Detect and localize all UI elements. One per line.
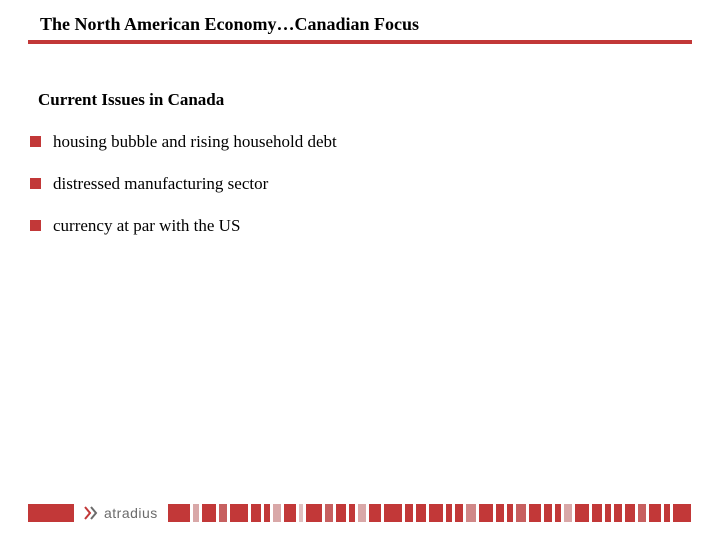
footer-stripe [605,504,611,522]
footer-stripe [349,504,355,522]
bullet-list: housing bubble and rising household debt… [30,132,337,258]
square-bullet-icon [30,136,41,147]
footer-stripe [369,504,381,522]
footer-stripe [416,504,426,522]
title-underline [28,40,692,44]
footer-stripe [219,504,227,522]
footer-stripe [466,504,476,522]
footer-stripe [405,504,413,522]
footer-stripe [284,504,296,522]
footer-stripe [306,504,322,522]
footer-accent-block [28,504,74,522]
footer-stripe [251,504,261,522]
footer-stripe [336,504,346,522]
footer-stripe [614,504,622,522]
footer-stripe [429,504,443,522]
footer-stripe [325,504,333,522]
footer-stripe [264,504,270,522]
bullet-text: currency at par with the US [53,216,240,236]
footer-stripe [592,504,602,522]
square-bullet-icon [30,220,41,231]
footer-stripe [673,504,691,522]
footer-stripe [555,504,561,522]
footer-stripe [649,504,661,522]
list-item: distressed manufacturing sector [30,174,337,194]
footer-stripes [168,504,692,522]
brand-name: atradius [104,505,158,521]
footer-stripe [446,504,452,522]
footer-stripe [358,504,366,522]
footer: atradius [28,504,692,522]
footer-stripe [564,504,572,522]
footer-stripe [230,504,248,522]
footer-stripe [496,504,504,522]
subtitle-area: Current Issues in Canada [38,90,224,110]
slide-title: The North American Economy…Canadian Focu… [40,14,419,35]
footer-stripe [455,504,463,522]
footer-stripe [299,504,303,522]
slide-subtitle: Current Issues in Canada [38,90,224,110]
footer-stripe [664,504,670,522]
list-item: currency at par with the US [30,216,337,236]
footer-stripe [625,504,635,522]
footer-stripe [479,504,493,522]
list-item: housing bubble and rising household debt [30,132,337,152]
bullet-text: distressed manufacturing sector [53,174,268,194]
bullet-text: housing bubble and rising household debt [53,132,337,152]
chevron-right-icon [84,506,100,520]
footer-stripe [544,504,552,522]
brand-logo: atradius [84,505,158,521]
footer-stripe [516,504,526,522]
footer-stripe [273,504,281,522]
footer-stripe [507,504,513,522]
footer-stripe [202,504,216,522]
footer-stripe [168,504,190,522]
title-area: The North American Economy…Canadian Focu… [40,14,419,35]
footer-stripe [575,504,589,522]
footer-stripe [193,504,199,522]
footer-stripe [529,504,541,522]
footer-stripe [638,504,646,522]
slide: The North American Economy…Canadian Focu… [0,0,720,540]
footer-stripe [384,504,402,522]
square-bullet-icon [30,178,41,189]
